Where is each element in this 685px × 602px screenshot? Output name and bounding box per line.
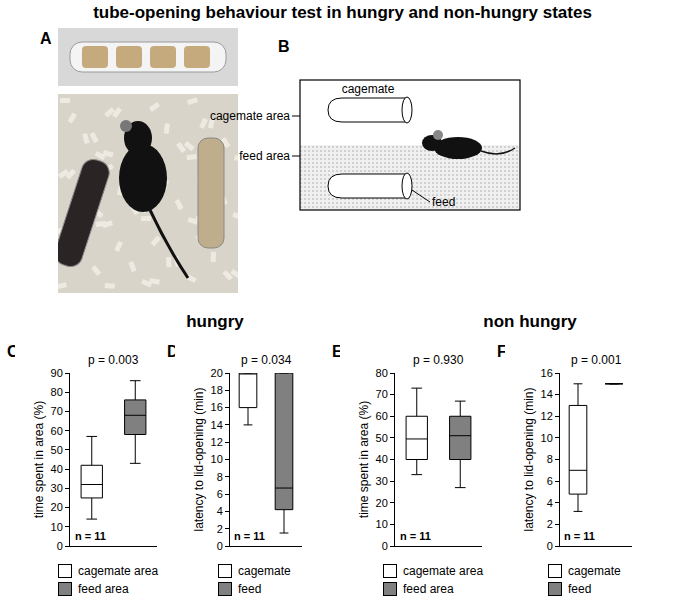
svg-text:feed area: feed area bbox=[239, 149, 290, 163]
svg-text:n = 11: n = 11 bbox=[234, 530, 265, 542]
html-text:B: B bbox=[278, 38, 290, 55]
svg-text:70: 70 bbox=[51, 405, 63, 417]
svg-text:10: 10 bbox=[541, 432, 553, 444]
svg-text:4: 4 bbox=[547, 497, 553, 509]
svg-text:p = 0.001: p = 0.001 bbox=[571, 353, 622, 367]
html-text:feed area: feed area bbox=[78, 582, 129, 596]
html-text:feed area: feed area bbox=[403, 582, 454, 596]
svg-text:14: 14 bbox=[541, 388, 553, 400]
html-text:hungry: hungry bbox=[186, 312, 244, 331]
svg-text:6: 6 bbox=[217, 488, 223, 500]
svg-text:40: 40 bbox=[376, 453, 388, 465]
svg-text:0: 0 bbox=[217, 540, 223, 552]
html-text:feed: feed bbox=[568, 582, 592, 596]
svg-text:0: 0 bbox=[382, 540, 388, 552]
svg-text:50: 50 bbox=[376, 432, 388, 444]
svg-text:p = 0.930: p = 0.930 bbox=[413, 353, 464, 367]
svg-text:6: 6 bbox=[547, 475, 553, 487]
svg-text:latency to lid-opening (min): latency to lid-opening (min) bbox=[192, 387, 206, 531]
svg-text:14: 14 bbox=[211, 419, 223, 431]
html-text:C: C bbox=[7, 343, 19, 360]
svg-text:10: 10 bbox=[211, 453, 223, 465]
svg-text:p = 0.034: p = 0.034 bbox=[241, 353, 292, 367]
svg-text:30: 30 bbox=[51, 482, 63, 494]
svg-text:10: 10 bbox=[51, 521, 63, 533]
svg-text:4: 4 bbox=[217, 505, 223, 517]
svg-text:feed: feed bbox=[432, 195, 455, 209]
html-text:F: F bbox=[497, 343, 507, 360]
svg-text:12: 12 bbox=[211, 436, 223, 448]
svg-text:80: 80 bbox=[376, 367, 388, 379]
svg-text:cagemate: cagemate bbox=[342, 82, 395, 96]
html-text:cagemate area: cagemate area bbox=[78, 564, 159, 578]
svg-text:70: 70 bbox=[376, 388, 388, 400]
svg-text:p = 0.003: p = 0.003 bbox=[88, 353, 139, 367]
html-text:tube-opening behaviour test in: tube-opening behaviour test in hungry an… bbox=[93, 3, 592, 22]
svg-text:16: 16 bbox=[541, 367, 553, 379]
svg-text:latency to lid-opening (min): latency to lid-opening (min) bbox=[522, 387, 536, 531]
html-text:D: D bbox=[167, 343, 179, 360]
svg-text:20: 20 bbox=[376, 497, 388, 509]
svg-text:30: 30 bbox=[376, 475, 388, 487]
svg-text:2: 2 bbox=[217, 523, 223, 535]
svg-text:90: 90 bbox=[51, 367, 63, 379]
svg-text:10: 10 bbox=[376, 518, 388, 530]
svg-text:0: 0 bbox=[57, 540, 63, 552]
svg-text:60: 60 bbox=[376, 410, 388, 422]
svg-text:12: 12 bbox=[541, 410, 553, 422]
svg-text:16: 16 bbox=[211, 401, 223, 413]
svg-text:n = 11: n = 11 bbox=[564, 530, 595, 542]
svg-text:20: 20 bbox=[51, 501, 63, 513]
svg-text:0: 0 bbox=[547, 540, 553, 552]
svg-text:60: 60 bbox=[51, 425, 63, 437]
html-text:cagemate: cagemate bbox=[568, 564, 621, 578]
svg-text:80: 80 bbox=[51, 386, 63, 398]
svg-text:2: 2 bbox=[547, 518, 553, 530]
svg-text:time spent in area (%): time spent in area (%) bbox=[357, 401, 371, 518]
svg-text:8: 8 bbox=[547, 453, 553, 465]
html-text:E: E bbox=[332, 343, 343, 360]
svg-text:20: 20 bbox=[211, 367, 223, 379]
html-text:A: A bbox=[40, 30, 52, 47]
html-text:feed: feed bbox=[238, 582, 262, 596]
html-text:non hungry: non hungry bbox=[483, 312, 577, 331]
svg-text:n = 11: n = 11 bbox=[75, 530, 106, 542]
svg-text:n = 11: n = 11 bbox=[400, 530, 431, 542]
svg-text:cagemate area: cagemate area bbox=[210, 109, 290, 123]
svg-text:time spent in area (%): time spent in area (%) bbox=[32, 401, 46, 518]
svg-text:40: 40 bbox=[51, 463, 63, 475]
svg-text:8: 8 bbox=[217, 471, 223, 483]
svg-text:50: 50 bbox=[51, 444, 63, 456]
svg-text:18: 18 bbox=[211, 384, 223, 396]
html-text:cagemate area: cagemate area bbox=[403, 564, 484, 578]
html-text:cagemate: cagemate bbox=[238, 564, 291, 578]
